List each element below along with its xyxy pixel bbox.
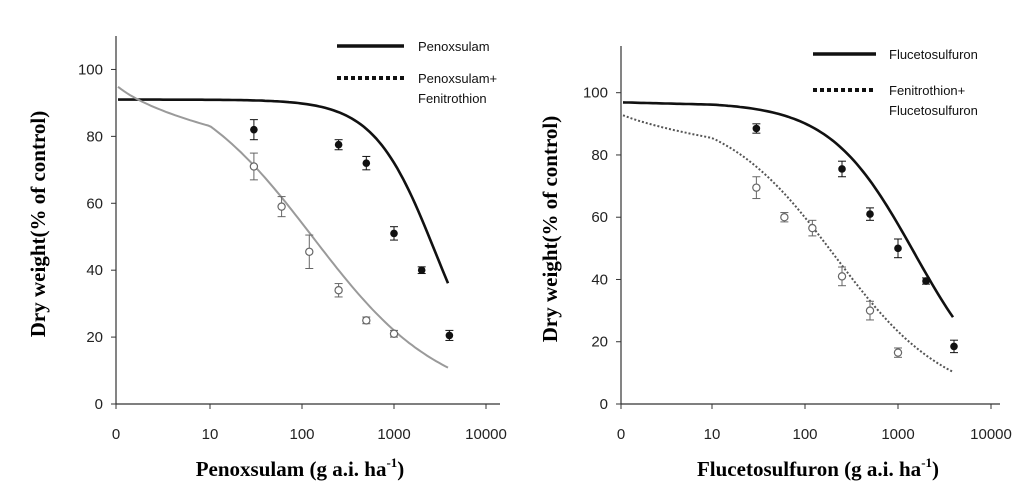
data-point-open xyxy=(334,286,343,295)
x-tick-label: 10000 xyxy=(465,426,507,443)
x-axis-title: Penoxsulam (g a.i. ha-1) xyxy=(196,455,405,481)
y-axis-title: Dry weight(% of control) xyxy=(538,116,562,342)
data-point-open xyxy=(837,272,847,281)
x-tick-label: 0 xyxy=(617,426,625,443)
data-point-open xyxy=(893,348,903,357)
x-tick-label: 10 xyxy=(704,426,721,443)
legend-label: Flucetosulfuron xyxy=(889,47,978,62)
y-tick-label: 80 xyxy=(86,128,103,145)
data-point-filled xyxy=(752,124,761,133)
x-axis-title-main: Flucetosulfuron (g a.i. ha xyxy=(697,457,922,481)
data-point-open xyxy=(362,316,371,325)
data-point-filled xyxy=(250,125,258,134)
x-axis-title-superscript: -1 xyxy=(386,455,397,470)
data-point-open xyxy=(808,223,817,233)
data-point-filled xyxy=(950,342,958,351)
y-tick-label: 0 xyxy=(600,396,608,413)
legend-label: Penoxsulam xyxy=(418,39,490,54)
x-tick-label: 100 xyxy=(289,426,314,443)
data-point-filled xyxy=(922,277,930,285)
data-point-filled xyxy=(334,140,343,149)
data-point-filled xyxy=(894,244,902,253)
single-fit-curve xyxy=(622,101,955,318)
mixture-fit-curve xyxy=(117,86,449,369)
x-axis-title-superscript: -1 xyxy=(921,455,932,470)
x-axis-title-main: Penoxsulam (g a.i. ha xyxy=(196,457,387,481)
x-tick-label: 0 xyxy=(112,426,120,443)
x-tick-label: 10000 xyxy=(970,426,1012,443)
y-tick-label: 80 xyxy=(591,147,608,164)
y-tick-label: 40 xyxy=(86,262,103,279)
data-point-filled xyxy=(445,331,454,340)
data-point-open xyxy=(780,213,789,222)
x-axis-title-close: ) xyxy=(932,457,939,481)
y-tick-label: 100 xyxy=(583,85,608,102)
x-tick-label: 10 xyxy=(202,426,219,443)
x-tick-label: 1000 xyxy=(377,426,410,443)
y-tick-label: 100 xyxy=(78,61,103,78)
data-point-open xyxy=(305,247,314,256)
y-tick-label: 60 xyxy=(86,195,103,212)
legend-label-line2: Flucetosulfuron xyxy=(889,103,978,118)
y-tick-label: 20 xyxy=(86,329,103,346)
y-axis-title: Dry weight(% of control) xyxy=(26,111,50,337)
data-point-filled xyxy=(417,266,426,274)
data-point-filled xyxy=(838,165,846,173)
x-axis-title-close: ) xyxy=(397,457,404,481)
data-point-open xyxy=(752,183,761,192)
y-tick-label: 60 xyxy=(591,209,608,226)
data-point-open xyxy=(389,329,399,338)
data-point-open xyxy=(865,306,875,315)
y-tick-label: 20 xyxy=(591,334,608,351)
data-point-filled xyxy=(362,159,371,167)
x-tick-label: 1000 xyxy=(881,426,914,443)
data-point-filled xyxy=(390,229,398,238)
x-tick-label: 100 xyxy=(792,426,817,443)
mixture-fit-curve xyxy=(622,114,954,373)
legend-label: Fenitrothion+ xyxy=(889,83,965,98)
single-fit-curve xyxy=(118,98,450,284)
data-point-filled xyxy=(866,210,874,218)
data-point-open xyxy=(249,162,259,171)
y-tick-label: 40 xyxy=(591,271,608,288)
legend-label: Penoxsulam+ xyxy=(418,71,497,86)
legend-label-line2: Fenitrothion xyxy=(418,91,487,106)
data-point-open xyxy=(277,202,286,211)
y-tick-label: 0 xyxy=(95,396,103,413)
x-axis-title: Flucetosulfuron (g a.i. ha-1) xyxy=(697,455,939,481)
